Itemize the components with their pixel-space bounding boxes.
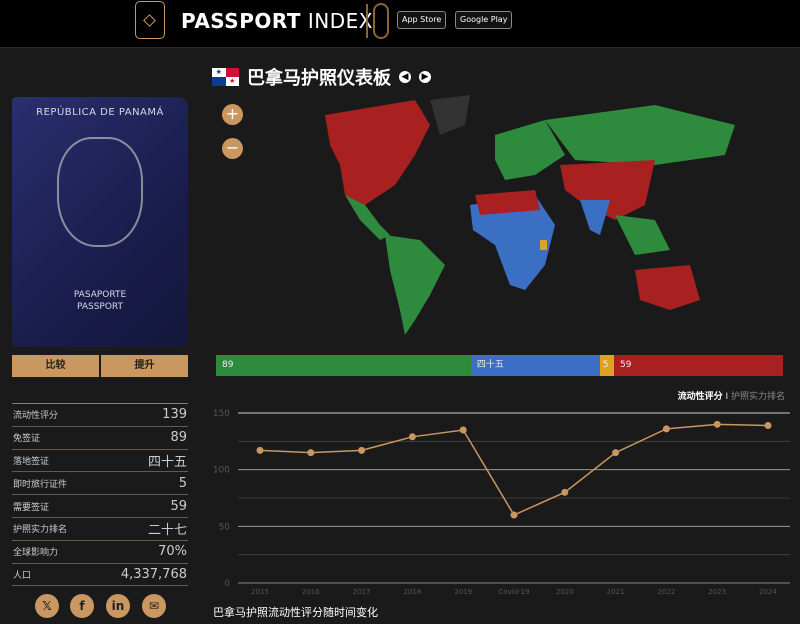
stat-row: 免签证 89: [12, 427, 188, 450]
chart-title: 巴拿马护照流动性评分随时间变化: [213, 606, 378, 619]
stat-row: 即时旅行证件 5: [12, 472, 188, 496]
x-tick-label: 2019: [454, 588, 472, 596]
app-store-button[interactable]: App Store: [397, 11, 447, 29]
map-greenland: [430, 95, 470, 135]
breakdown-segment[interactable]: 89: [216, 355, 471, 376]
stat-label: 免签证: [13, 434, 41, 445]
stat-value: 139: [162, 407, 187, 423]
x-tick-label: 2016: [302, 588, 320, 596]
data-point[interactable]: [307, 449, 315, 457]
map-eta[interactable]: [540, 240, 547, 250]
header: PASSPORT INDEX App Store Google Play: [0, 0, 800, 48]
ten-year-logo-mark: [366, 3, 389, 39]
stats-table: 流动性评分 139 免签证 89 落地签证 四十五即时旅行证件 5 需要签证 59 护照实力排名 二…: [12, 403, 188, 587]
stat-label: 需要签证: [13, 502, 50, 513]
breakdown-segment[interactable]: 5: [599, 355, 615, 376]
coat-of-arms: [57, 137, 143, 247]
y-tick-label: 100: [213, 466, 230, 476]
x-tick-label: 2024: [759, 588, 777, 596]
title-row: ★ ★ 巴拿马护照仪表板 ◀ ▶: [212, 64, 431, 90]
map-central-america[interactable]: [345, 195, 390, 240]
stat-row: 落地签证 四十五: [12, 450, 188, 473]
prev-arrow-icon[interactable]: ◀: [399, 71, 411, 83]
email-icon[interactable]: ✉: [142, 594, 166, 618]
panama-flag-icon: ★ ★: [212, 68, 239, 86]
stat-value: 59: [170, 498, 187, 514]
map-africa[interactable]: [470, 195, 555, 290]
data-point[interactable]: [256, 446, 264, 454]
zoom-out-button[interactable]: −: [222, 138, 243, 159]
x-tick-label: 2015: [251, 588, 269, 596]
map-north-america[interactable]: [325, 100, 430, 205]
page-title: 巴拿马护照仪表板: [247, 68, 391, 89]
data-point[interactable]: [358, 446, 366, 454]
map-europe[interactable]: [495, 120, 565, 180]
toggle-power-rank[interactable]: 护照实力排名: [730, 392, 785, 402]
linkedin-icon[interactable]: in: [106, 594, 130, 618]
y-tick-label: 50: [219, 522, 231, 532]
x-icon[interactable]: 𝕏: [35, 594, 59, 618]
passport-country: REPÚBLICA DE PANAMÁ: [36, 107, 164, 118]
toggle-mobility-score[interactable]: 流动性评分: [677, 392, 723, 402]
breakdown-segment[interactable]: 四十五: [470, 355, 600, 376]
x-tick-label: 2018: [403, 588, 421, 596]
stat-row: 流动性评分 139: [12, 404, 188, 427]
toggle-separator: I: [725, 392, 729, 402]
brand-logo[interactable]: PASSPORT INDEX: [181, 9, 373, 33]
google-play-button[interactable]: Google Play: [455, 11, 513, 29]
next-arrow-icon[interactable]: ▶: [419, 71, 431, 83]
x-tick-label: 2020: [556, 588, 574, 596]
x-tick-label: Covid-19: [498, 588, 529, 596]
x-tick-label: 2017: [353, 588, 371, 596]
stat-label: 落地签证: [13, 456, 50, 467]
data-point[interactable]: [510, 511, 518, 519]
stat-value: 二十七: [147, 523, 187, 539]
y-tick-label: 0: [224, 579, 230, 589]
map-south-america[interactable]: [385, 235, 445, 335]
y-tick-label: 150: [213, 409, 230, 419]
data-point[interactable]: [764, 421, 772, 429]
data-point[interactable]: [408, 433, 416, 441]
zoom-in-button[interactable]: +: [222, 104, 243, 125]
mobility-chart: 0 50 100 150 2015 2016 2017 2018 2019 Covid-19 202…: [213, 409, 790, 596]
data-point[interactable]: [713, 420, 721, 428]
map-south-asia[interactable]: [580, 200, 610, 235]
world-map[interactable]: [215, 95, 785, 345]
stat-label: 全球影响力: [13, 548, 59, 559]
stat-label: 人口: [13, 570, 32, 581]
stat-label: 流动性评分: [13, 411, 59, 422]
facebook-icon[interactable]: f: [70, 594, 94, 618]
stat-value: 89: [170, 430, 187, 446]
data-point[interactable]: [459, 426, 467, 434]
map-southeast-asia[interactable]: [615, 215, 670, 255]
breakdown-segment[interactable]: 59: [614, 355, 783, 376]
passport-label-es: PASAPORTE: [73, 290, 127, 300]
stat-value: 70%: [158, 544, 187, 560]
stat-value: 4,337,768: [120, 566, 187, 582]
stat-row: 人口 4,337,768: [12, 564, 188, 587]
x-tick-label: 2021: [607, 588, 625, 596]
upgrade-button[interactable]: 提升: [101, 355, 188, 377]
passport-cover: REPÚBLICA DE PANAMÁ PASAPORTE PASSPORT: [12, 97, 188, 347]
chart-toggle[interactable]: 流动性评分 I 护照实力排名: [678, 389, 785, 402]
stat-label: 即时旅行证件: [13, 479, 68, 490]
stat-row: 护照实力排名 二十七: [12, 518, 188, 541]
stat-label: 护照实力排名: [13, 525, 68, 536]
compare-button[interactable]: 比较: [12, 355, 99, 377]
map-africa-north[interactable]: [475, 190, 540, 215]
passport-logo-icon[interactable]: [135, 1, 165, 39]
stat-row: 全球影响力 70%: [12, 541, 188, 564]
map-asia[interactable]: [560, 160, 655, 220]
stat-value: 四十五: [147, 454, 187, 470]
x-tick-label: 2022: [657, 588, 675, 596]
x-tick-label: 2023: [708, 588, 726, 596]
stat-value: 5: [178, 475, 187, 491]
map-russia[interactable]: [545, 105, 735, 165]
data-point[interactable]: [662, 425, 670, 433]
passport-label-en: PASSPORT: [76, 302, 124, 312]
data-point[interactable]: [561, 488, 569, 496]
stat-row: 需要签证 59: [12, 495, 188, 518]
data-point[interactable]: [612, 449, 620, 457]
map-australia[interactable]: [635, 265, 700, 310]
